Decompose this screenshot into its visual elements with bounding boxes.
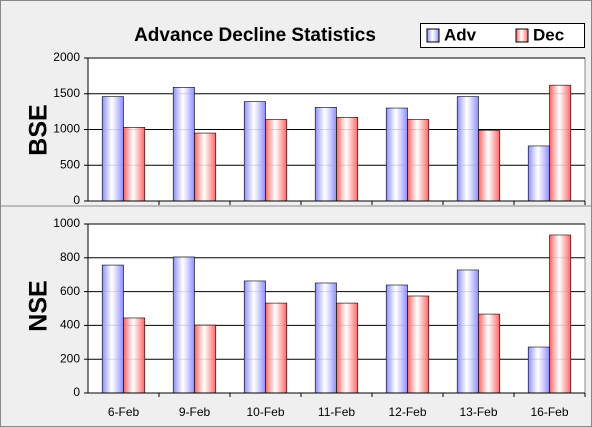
y-tick-label: 1000 [53, 216, 80, 230]
legend-items: Adv Dec [426, 25, 564, 44]
legend-label: Adv [444, 25, 477, 44]
bar [407, 295, 430, 394]
bar [336, 117, 359, 202]
legend [420, 23, 585, 48]
bar [243, 280, 266, 394]
bar [265, 302, 288, 394]
y-tick-label: 200 [60, 351, 80, 365]
y-tick-label: 600 [60, 284, 80, 298]
bar [123, 127, 146, 202]
bar [527, 145, 550, 202]
x-tick-label: 16-Feb [530, 405, 568, 419]
bar [314, 282, 337, 394]
bar [194, 324, 217, 394]
bar [407, 119, 430, 202]
y-tick-label: 1000 [53, 122, 80, 136]
x-tick-label: 11-Feb [318, 405, 355, 419]
bar [385, 284, 408, 394]
bar [456, 269, 479, 394]
bar [549, 234, 572, 394]
bar [478, 313, 501, 394]
legend-swatch [426, 28, 440, 43]
bar [549, 84, 572, 202]
bar [385, 107, 408, 202]
bar [527, 346, 550, 394]
bar [314, 107, 337, 202]
bar [336, 302, 359, 394]
legend-swatch [515, 28, 529, 43]
bar [265, 119, 288, 202]
bar [456, 96, 479, 202]
y-tick-label: 1500 [53, 86, 80, 100]
bar [172, 87, 195, 202]
y-tick-label: 2000 [53, 50, 80, 64]
bar [478, 129, 501, 202]
bar [123, 317, 146, 394]
y-tick-label: 800 [60, 250, 80, 264]
y-tick-label: 500 [60, 157, 80, 171]
bar [243, 101, 266, 202]
y-axis-label: BSE [25, 104, 53, 155]
x-tick-label: 13-Feb [459, 405, 497, 419]
y-tick-label: 0 [73, 385, 80, 399]
x-tick-label: 10-Feb [246, 405, 284, 419]
x-tick-label: 9-Feb [179, 405, 211, 419]
bar [194, 132, 217, 202]
chart-title: Advance Decline Statistics [134, 25, 376, 46]
y-axis-label: NSE [25, 280, 53, 331]
x-tick-label: 6-Feb [108, 405, 140, 419]
bar [101, 96, 124, 202]
y-tick-label: 400 [60, 318, 80, 332]
x-tick-label: 12-Feb [388, 405, 426, 419]
legend-label: Dec [533, 25, 564, 44]
bar [101, 264, 124, 394]
panels: 0 500 1000 1500 2000 BSE 0 200 400 600 800 1000 NSE 6… [25, 50, 586, 419]
y-tick-label: 0 [73, 193, 80, 207]
bar [172, 256, 195, 394]
